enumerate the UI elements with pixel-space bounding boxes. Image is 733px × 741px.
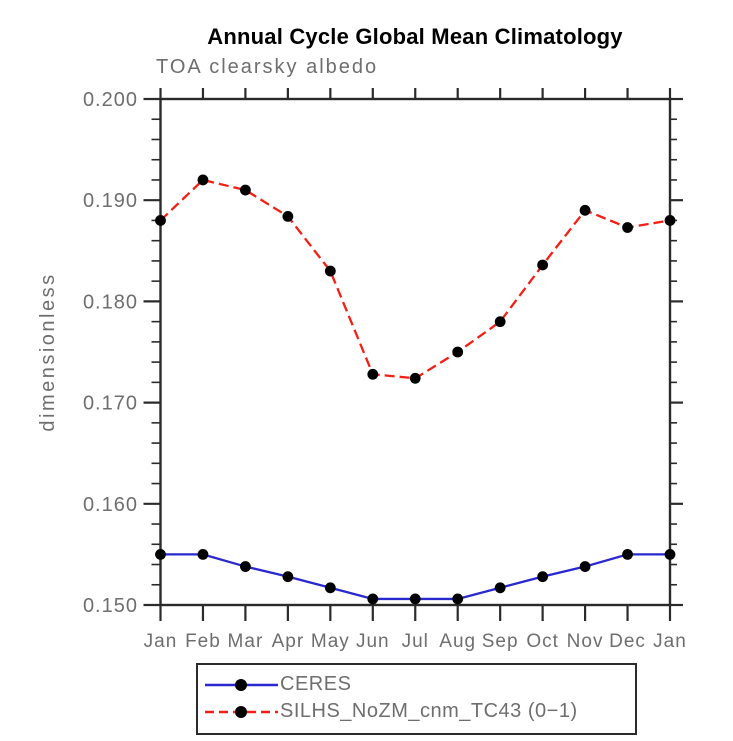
- legend-item-silhs: SILHS_NoZM_cnm_TC43 (0−1): [204, 699, 631, 725]
- data-point-marker-ceres: [452, 593, 464, 605]
- data-point-marker-silhs: [240, 184, 251, 196]
- series-line-ceres: [160, 553, 670, 601]
- data-point-marker-ceres: [537, 571, 549, 583]
- x-tick-label: Jan: [144, 631, 178, 652]
- legend-label: SILHS_NoZM_cnm_TC43 (0−1): [280, 700, 578, 722]
- x-tick-label: Jul: [402, 631, 429, 652]
- x-tick-label: Sep: [482, 631, 519, 652]
- legend-line-sample: [205, 705, 278, 718]
- chart-subtitle: TOA clearsky albedo: [156, 56, 379, 78]
- y-tick-label: 0.170: [83, 393, 138, 415]
- data-point-marker-silhs: [155, 215, 166, 226]
- data-point-marker-ceres: [240, 561, 251, 572]
- data-point-marker-ceres: [622, 549, 633, 560]
- legend: CERES SILHS_NoZM_cnm_TC43 (0−1): [196, 663, 637, 735]
- x-tick-label: May: [311, 631, 350, 652]
- x-tick-label: Aug: [439, 631, 476, 652]
- data-point-marker-ceres: [367, 593, 379, 605]
- data-point-marker-ceres: [155, 549, 166, 560]
- x-tick-label: Nov: [567, 631, 604, 652]
- y-tick-label: 0.200: [83, 89, 138, 111]
- data-point-marker-ceres: [197, 549, 209, 560]
- x-tick-label: Jan: [653, 631, 687, 652]
- legend-marker-dot: [235, 705, 247, 718]
- data-point-marker-silhs: [197, 174, 209, 186]
- legend-item-ceres: CERES: [204, 672, 631, 698]
- plot-frame: [159, 97, 672, 607]
- series-line-silhs: [159, 178, 671, 380]
- chart-title: Annual Cycle Global Mean Climatology: [207, 24, 623, 49]
- legend-label: CERES: [280, 673, 352, 695]
- data-point-marker-ceres: [494, 582, 506, 594]
- y-tick-label: 0.180: [83, 291, 138, 313]
- data-point-marker-silhs: [282, 210, 294, 222]
- data-point-marker-silhs: [664, 215, 676, 226]
- legend-line-sample: [205, 678, 278, 691]
- y-tick-label: 0.160: [83, 494, 138, 516]
- data-point-marker-ceres: [664, 549, 676, 560]
- x-tick-label: Dec: [609, 631, 646, 652]
- data-point-marker-silhs: [452, 346, 464, 358]
- x-tick-label: Apr: [272, 631, 305, 652]
- x-tick-label: Feb: [185, 631, 221, 652]
- data-point-marker-silhs: [622, 222, 633, 233]
- data-point-marker-silhs: [579, 204, 591, 216]
- y-axis-label: dimensionless: [37, 272, 59, 431]
- data-point-marker-silhs: [367, 368, 379, 380]
- x-tick-label: Oct: [526, 631, 559, 652]
- x-tick-label: Mar: [228, 631, 264, 652]
- legend-marker-dot: [235, 678, 247, 691]
- data-point-marker-ceres: [282, 571, 294, 583]
- data-point-marker-ceres: [324, 582, 336, 594]
- y-tick-label: 0.190: [83, 190, 138, 212]
- x-tick-label: Jun: [356, 631, 390, 652]
- data-point-marker-silhs: [494, 316, 506, 328]
- data-point-marker-silhs: [537, 259, 549, 271]
- data-point-marker-silhs: [324, 265, 336, 277]
- data-point-marker-ceres: [409, 593, 421, 605]
- data-point-marker-ceres: [579, 561, 591, 572]
- y-tick-label: 0.150: [83, 595, 138, 617]
- data-point-marker-silhs: [409, 372, 421, 384]
